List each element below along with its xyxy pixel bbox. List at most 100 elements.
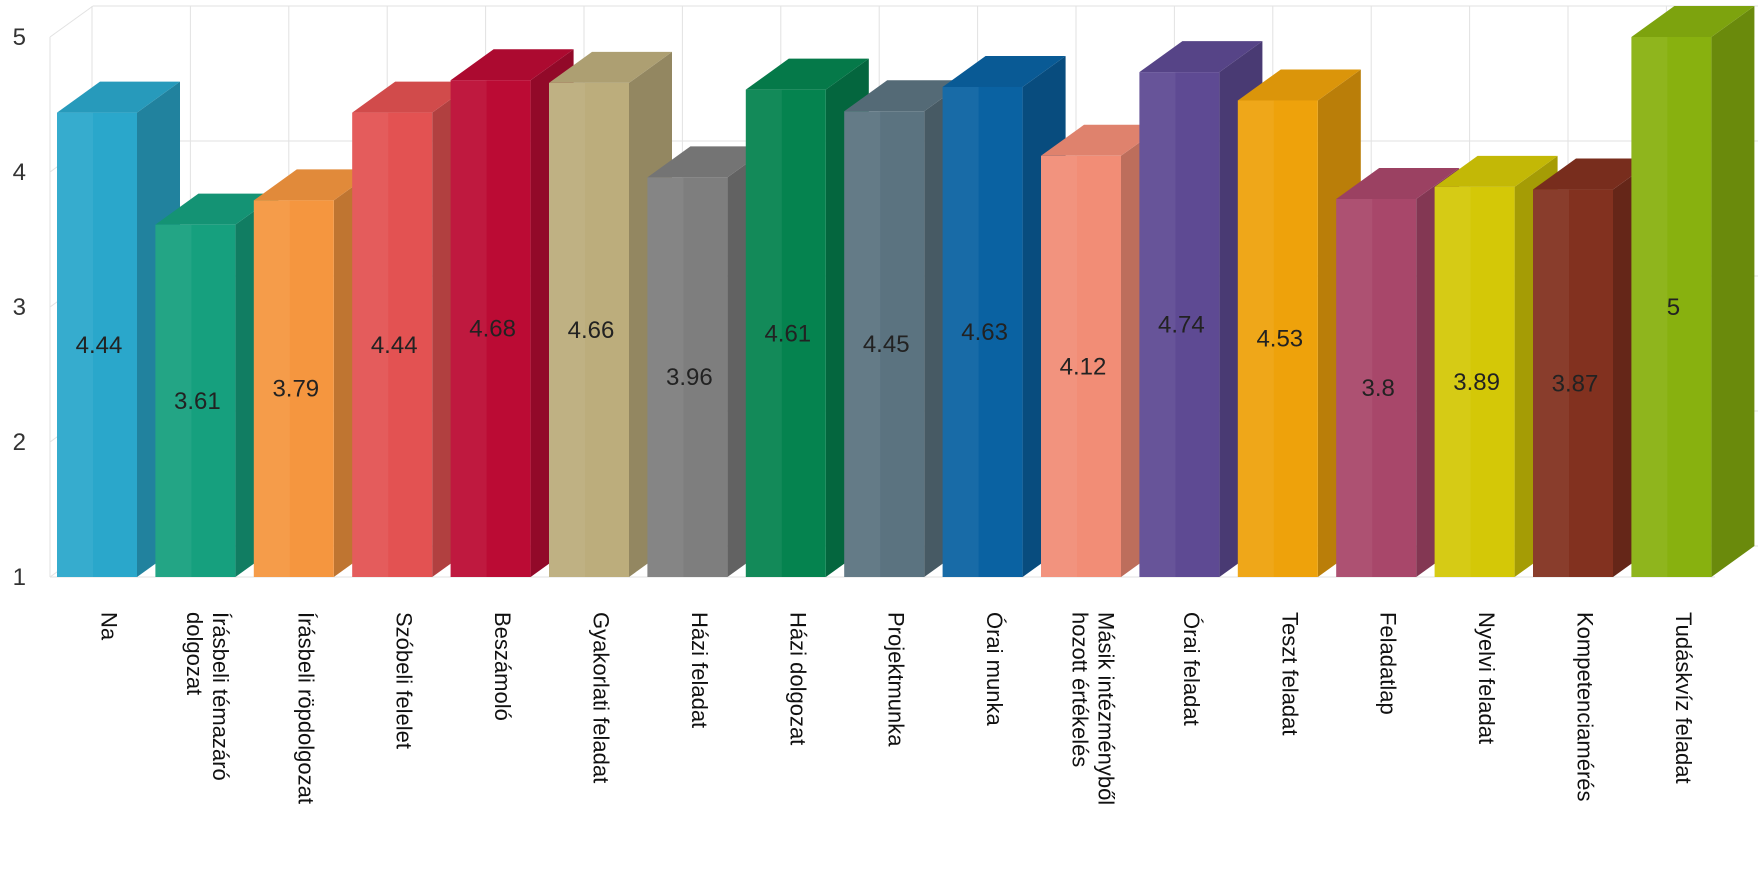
bar-top [745,58,869,90]
x-tick-label: Írásbeli témazáró [208,612,233,781]
bar-top [1631,6,1755,37]
data-label: 4.63 [961,319,1008,346]
bar-highlight [549,82,585,578]
x-tick-label: Tudáskvíz feladat [1671,612,1696,784]
bar-front [1237,100,1318,577]
data-label: 3.79 [272,376,319,403]
bar-highlight [57,112,93,577]
data-label: 4.61 [764,320,811,347]
bar-front [57,112,137,577]
y-tick-label: 2 [13,429,26,456]
x-tick-label: Na [97,612,122,641]
data-label: 3.8 [1362,375,1395,402]
bar-highlight [1336,199,1373,577]
data-label: 4.66 [568,317,615,344]
bar-front [1631,37,1712,577]
data-label: 3.61 [174,388,221,415]
grid-diagonal [49,5,94,38]
y-tick-label: 3 [13,294,26,321]
bars: 4.44 3.61 3.79 4.44 4.68 4.66 3.96 4.61 4.45 4.63… [57,6,1755,578]
bar-top [1336,168,1460,199]
data-label: 4.53 [1256,326,1303,353]
x-tick-label: Órai munka [982,612,1007,726]
x-tick-label: Másik intézményből [1094,612,1119,805]
bar-top [450,49,574,81]
data-label: 4.12 [1060,353,1107,380]
bar-highlight [1533,189,1569,578]
bar: 5 [1631,6,1755,577]
bar-side [1711,6,1755,577]
bar-highlight [253,200,290,577]
bar-front [844,111,925,577]
bar-highlight [745,89,782,578]
bar-top [155,193,279,225]
y-tick-label: 1 [13,564,26,591]
bar-top [1533,158,1656,190]
y-axis: 1 2 3 4 5 [13,24,26,591]
bar-highlight [1041,155,1077,578]
bar-front [647,177,728,577]
bar-front [155,224,236,577]
bar-front [1139,72,1220,577]
bar-top [549,51,672,83]
bar-top [253,169,377,201]
bar-front [1434,186,1515,577]
data-label: 4.44 [371,332,418,359]
data-label: 3.87 [1552,370,1599,397]
bar-front [549,82,629,578]
bar-highlight [352,112,389,577]
bar-top [1237,69,1361,101]
data-label: 4.44 [76,332,123,359]
bar-front [450,80,531,577]
bar-front [1336,199,1417,577]
bar-highlight [155,224,192,577]
bar-highlight [942,86,979,577]
data-label: 4.45 [863,331,910,358]
x-tick-label: Gyakorlati feladat [589,612,614,783]
bar-front [253,200,334,577]
y-tick-label: 5 [13,24,26,51]
y-tick-label: 4 [13,159,26,186]
data-label: 5 [1667,294,1680,321]
bar-highlight [844,111,881,577]
bar-top [844,80,968,112]
bar-highlight [1631,37,1668,577]
bar-highlight [450,80,487,577]
x-tick-label: Projektmunka [884,612,909,747]
bar: 4.63 [942,55,1066,577]
x-tick-label: Teszt feladat [1277,612,1302,736]
x-tick-label: Órai feladat [1179,612,1204,726]
bar-top [1041,124,1164,156]
bar-highlight [1139,72,1176,577]
bar-front [942,86,1023,577]
bar-front [1041,155,1121,578]
bar-highlight [1434,186,1471,577]
bar-top [352,81,476,113]
x-tick-label: Beszámoló [490,612,515,721]
data-label: 4.68 [469,316,516,343]
x-tick-label: Feladatlap [1376,612,1401,715]
data-label: 3.96 [666,364,713,391]
bar-highlight [1237,100,1274,577]
x-tick-label: hozott értékelés [1068,612,1093,767]
x-tick-label: Szóbeli felelet [392,612,417,749]
bar-top [1434,155,1558,187]
bar-top [942,55,1066,87]
bar-highlight [647,177,684,577]
bar-top [647,146,771,178]
x-tick-label: dolgozat [182,612,207,695]
x-tick-label: Házi dolgozat [785,612,810,745]
x-tick-label: Írásbeli röpdolgozat [293,612,318,804]
bar-top [57,81,180,113]
data-label: 3.89 [1453,369,1500,396]
data-label: 4.74 [1158,312,1205,339]
bar-top [1139,41,1263,73]
bar-front [352,112,433,577]
bar-front [1533,189,1613,578]
x-tick-label: Házi feladat [687,612,712,728]
bar-front [745,89,826,578]
x-tick-label: Kompetenciamérés [1573,612,1598,802]
x-tick-label: Nyelvi feladat [1474,612,1499,744]
